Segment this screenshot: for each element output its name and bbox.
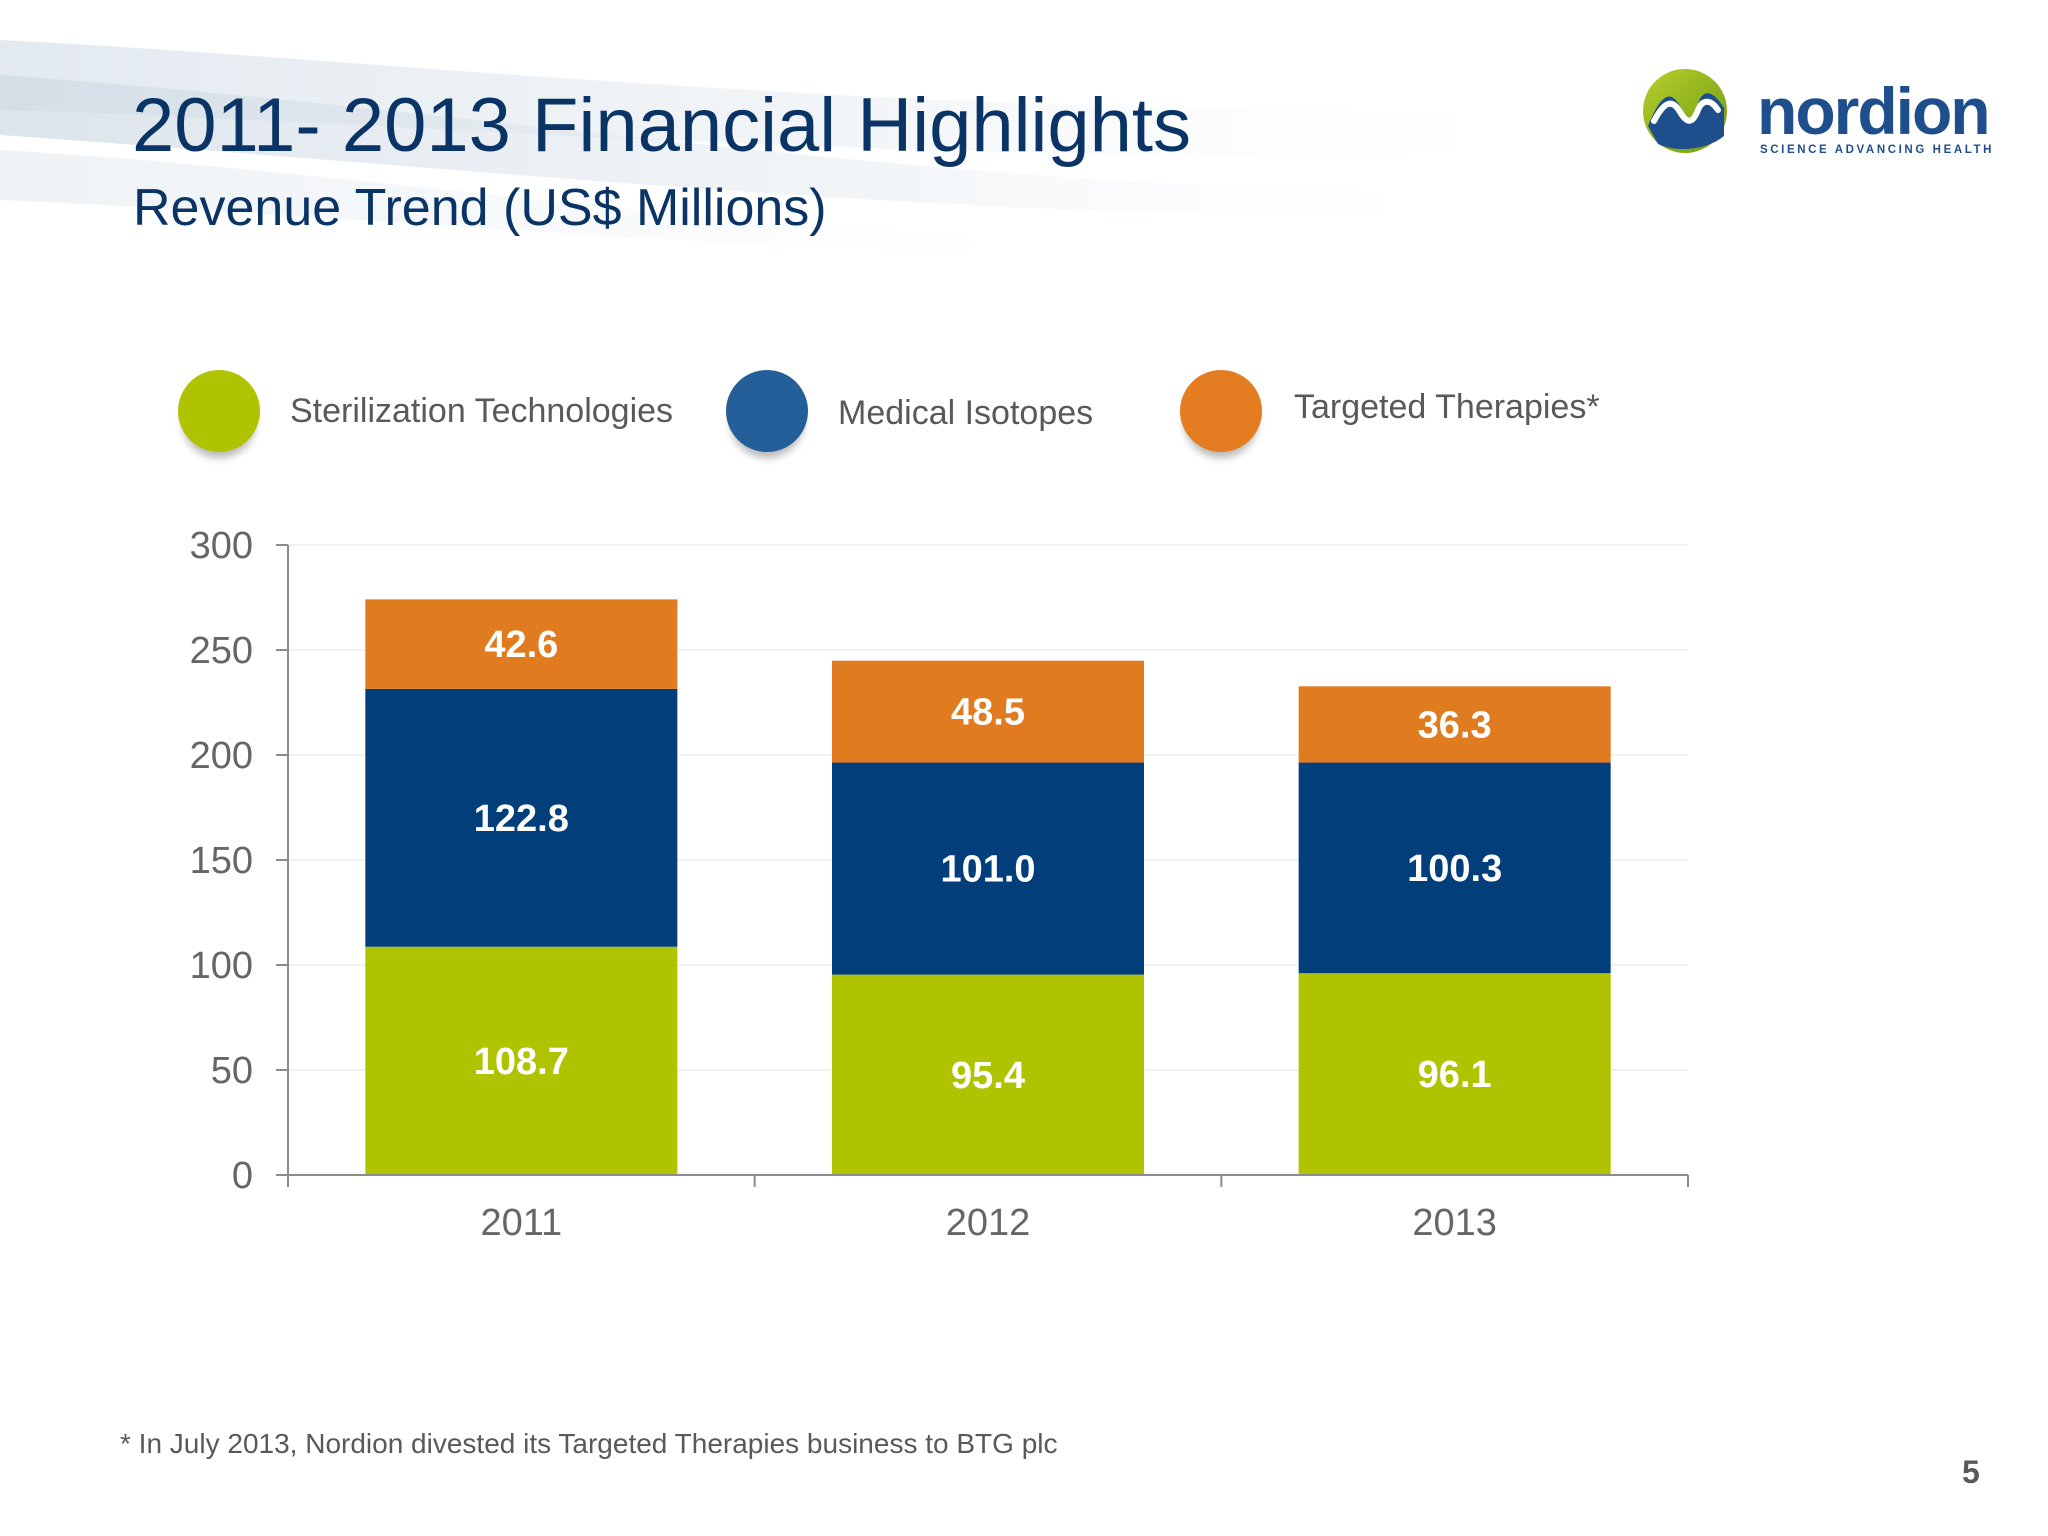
data-label-targeted-therapies-2011: 42.6 <box>484 624 558 666</box>
data-label-sterilization-2012: 95.4 <box>951 1055 1025 1097</box>
legend-label-medical-isotopes: Medical Isotopes <box>838 394 1094 432</box>
nordion-logo-mark-icon <box>1643 69 1727 153</box>
data-label-medical-isotopes-2012: 101.0 <box>940 849 1035 891</box>
y-tick-label-250: 250 <box>190 630 253 672</box>
data-label-medical-isotopes-2011: 122.8 <box>474 798 569 840</box>
slide-subtitle: Revenue Trend (US$ Millions) <box>133 179 827 237</box>
footnote: * In July 2013, Nordion divested its Tar… <box>120 1428 1058 1459</box>
data-label-sterilization-2013: 96.1 <box>1418 1054 1492 1096</box>
page-number: 5 <box>1962 1454 1980 1490</box>
company-logo: nordion SCIENCE ADVANCING HEALTH <box>1640 60 2000 170</box>
legend-label-targeted-therapies: Targeted Therapies* <box>1294 388 1600 426</box>
x-tick-label-2011: 2011 <box>480 1202 562 1244</box>
data-label-medical-isotopes-2013: 100.3 <box>1407 848 1502 890</box>
data-label-sterilization-2011: 108.7 <box>474 1041 569 1083</box>
blue-circle-icon <box>726 370 808 452</box>
bar-targeted-therapies-2011 <box>365 599 678 689</box>
chart-legend: Sterilization Technologies Medical Isoto… <box>0 368 2048 468</box>
data-label-targeted-therapies-2013: 36.3 <box>1418 704 1492 746</box>
logo-tagline: SCIENCE ADVANCING HEALTH <box>1760 144 1995 156</box>
x-tick-label-2012: 2012 <box>946 1202 1031 1244</box>
x-tick-label-2013: 2013 <box>1412 1202 1497 1244</box>
y-tick-label-0: 0 <box>232 1155 253 1197</box>
bar-medical-isotopes-2011 <box>365 688 678 947</box>
revenue-stacked-bar-chart: 108.7 122.8 42.6 2011 95.4 101.0 48.5 2012 96.1 1… <box>190 525 1689 1244</box>
slide-title: 2011- 2013 Financial Highlights <box>132 83 1192 168</box>
y-tick-label-50: 50 <box>211 1050 253 1092</box>
data-label-targeted-therapies-2012: 48.5 <box>951 692 1025 734</box>
y-tick-label-150: 150 <box>190 840 253 882</box>
bar-targeted-therapies-2013 <box>1298 686 1611 763</box>
green-circle-icon <box>178 370 260 452</box>
bar-medical-isotopes-2012 <box>832 762 1144 975</box>
bar-sterilization-2011 <box>365 946 678 1175</box>
bar-sterilization-2013 <box>1298 973 1611 1175</box>
y-tick-label-200: 200 <box>190 735 253 777</box>
y-tick-label-100: 100 <box>190 945 253 987</box>
y-tick-label-300: 300 <box>190 525 253 567</box>
legend-label-sterilization: Sterilization Technologies <box>290 392 674 430</box>
bar-sterilization-2012 <box>832 974 1144 1175</box>
logo-wordmark: nordion <box>1757 74 1991 148</box>
orange-circle-icon <box>1180 370 1262 452</box>
bar-targeted-therapies-2012 <box>832 660 1144 763</box>
bar-medical-isotopes-2013 <box>1298 762 1611 974</box>
